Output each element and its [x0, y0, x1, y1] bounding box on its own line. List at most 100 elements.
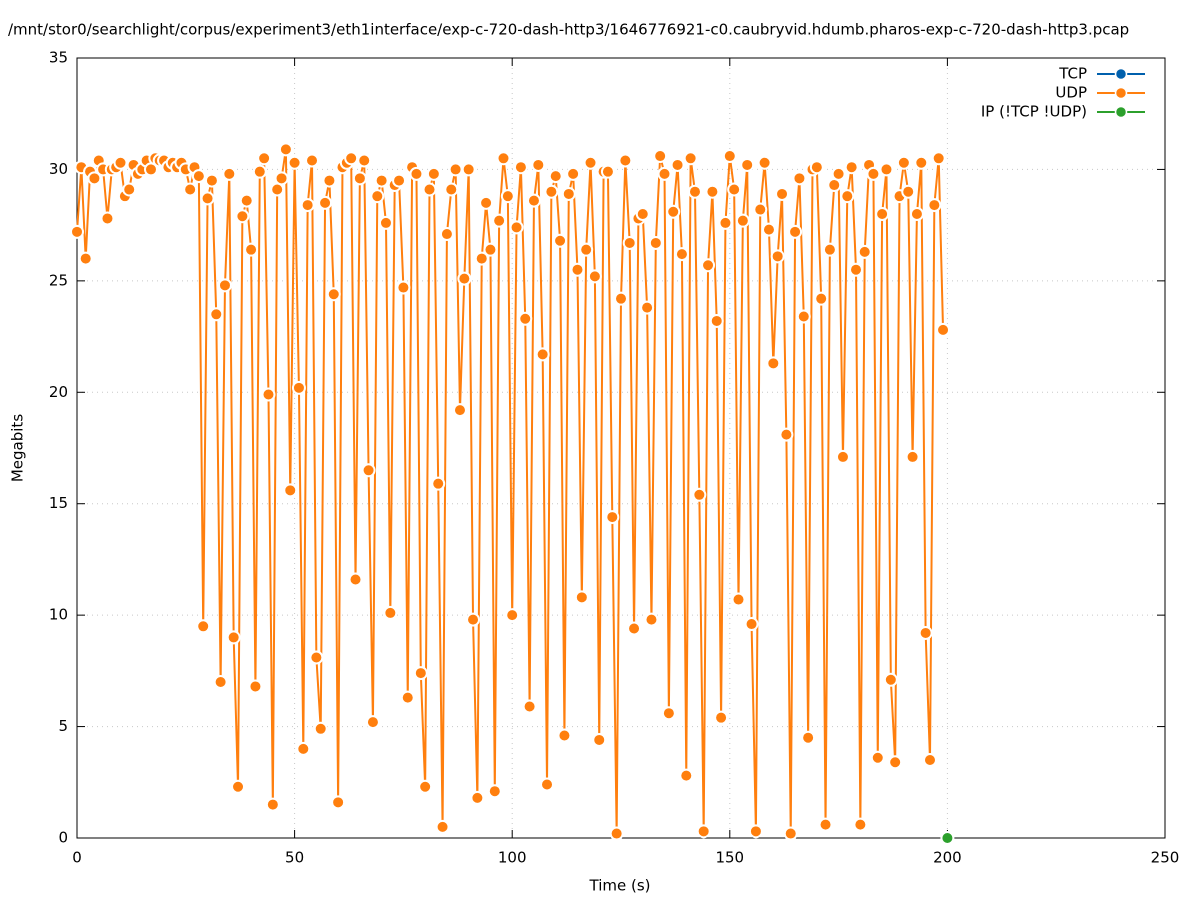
- data-point: [209, 307, 224, 322]
- data-point: [661, 706, 676, 721]
- data-point: [875, 207, 890, 221]
- data-point: [696, 824, 711, 839]
- data-point: [809, 160, 824, 175]
- data-point: [901, 184, 916, 199]
- data-point: [870, 750, 885, 765]
- data-point: [748, 824, 763, 839]
- data-point: [361, 463, 376, 478]
- data-point: [653, 149, 668, 164]
- data-point: [265, 797, 280, 812]
- data-point: [936, 322, 951, 337]
- data-point: [418, 779, 433, 794]
- data-point: [479, 195, 494, 210]
- data-point: [879, 162, 894, 177]
- data-point: [775, 186, 790, 201]
- data-point: [622, 235, 637, 250]
- y-tick-label: 5: [58, 717, 68, 735]
- data-point: [204, 173, 219, 188]
- data-point: [231, 779, 246, 794]
- data-point: [922, 753, 937, 767]
- data-point: [113, 155, 128, 170]
- data-point: [674, 247, 689, 262]
- data-point: [413, 666, 428, 681]
- data-point: [679, 768, 694, 783]
- data-point: [783, 826, 798, 841]
- data-point: [757, 155, 772, 170]
- data-point: [257, 151, 272, 166]
- data-point: [313, 721, 328, 736]
- data-point: [283, 483, 298, 498]
- data-point: [718, 215, 733, 230]
- data-point: [600, 164, 615, 179]
- data-point: [261, 387, 276, 402]
- data-point: [557, 728, 572, 743]
- data-point: [583, 155, 598, 170]
- data-point: [492, 213, 507, 228]
- data-point: [435, 819, 450, 834]
- data-point: [840, 189, 855, 204]
- data-point: [235, 209, 250, 224]
- data-point: [548, 169, 563, 184]
- data-point: [770, 249, 785, 264]
- data-point: [509, 220, 524, 235]
- data-point: [792, 171, 807, 186]
- data-point: [470, 790, 485, 805]
- y-tick-label: 10: [49, 606, 68, 624]
- data-point: [309, 650, 324, 665]
- data-point: [914, 155, 929, 170]
- data-point: [466, 612, 481, 627]
- data-point: [866, 166, 881, 181]
- data-point: [574, 590, 589, 605]
- data-point: [396, 280, 411, 295]
- data-point: [487, 784, 502, 799]
- data-point: [278, 142, 293, 157]
- y-tick-label: 0: [58, 829, 68, 847]
- data-point: [940, 831, 955, 845]
- data-point: [448, 162, 463, 177]
- data-point: [452, 403, 467, 418]
- legend-label: UDP: [1055, 84, 1087, 102]
- data-point: [457, 271, 472, 286]
- data-point: [370, 189, 385, 204]
- data-point: [431, 476, 446, 491]
- data-point: [740, 157, 755, 172]
- data-point: [248, 679, 263, 694]
- data-point: [618, 153, 633, 168]
- data-point: [918, 625, 933, 640]
- data-point: [100, 211, 115, 226]
- y-axis-label: Megabits: [9, 414, 27, 482]
- data-point: [627, 621, 642, 636]
- data-point: [196, 619, 211, 634]
- legend-marker: [1114, 67, 1128, 81]
- data-point: [553, 233, 568, 248]
- data-point: [561, 186, 576, 201]
- data-point: [322, 173, 337, 188]
- data-point: [344, 151, 359, 166]
- data-point: [853, 817, 868, 832]
- data-point: [287, 155, 302, 170]
- y-tick-label: 35: [49, 49, 68, 67]
- data-point: [426, 166, 441, 181]
- data-point: [635, 207, 650, 221]
- data-point: [500, 189, 515, 204]
- legend-label: IP (!TCP !UDP): [981, 103, 1087, 121]
- data-point: [357, 153, 372, 168]
- legend-marker: [1114, 105, 1128, 119]
- data-point: [291, 380, 306, 395]
- data-point: [439, 227, 454, 242]
- data-point: [352, 171, 367, 186]
- data-point: [683, 151, 698, 166]
- x-tick-label: 50: [285, 849, 304, 867]
- data-point: [896, 155, 911, 170]
- data-point: [518, 311, 533, 326]
- data-point: [531, 157, 546, 172]
- data-point: [365, 715, 380, 730]
- data-point: [753, 202, 768, 217]
- data-point: [701, 258, 716, 273]
- data-point: [191, 169, 206, 184]
- data-point: [640, 300, 655, 315]
- data-point: [544, 184, 559, 199]
- data-point: [766, 356, 781, 371]
- data-point: [274, 171, 289, 186]
- x-axis-label: Time (s): [589, 877, 651, 895]
